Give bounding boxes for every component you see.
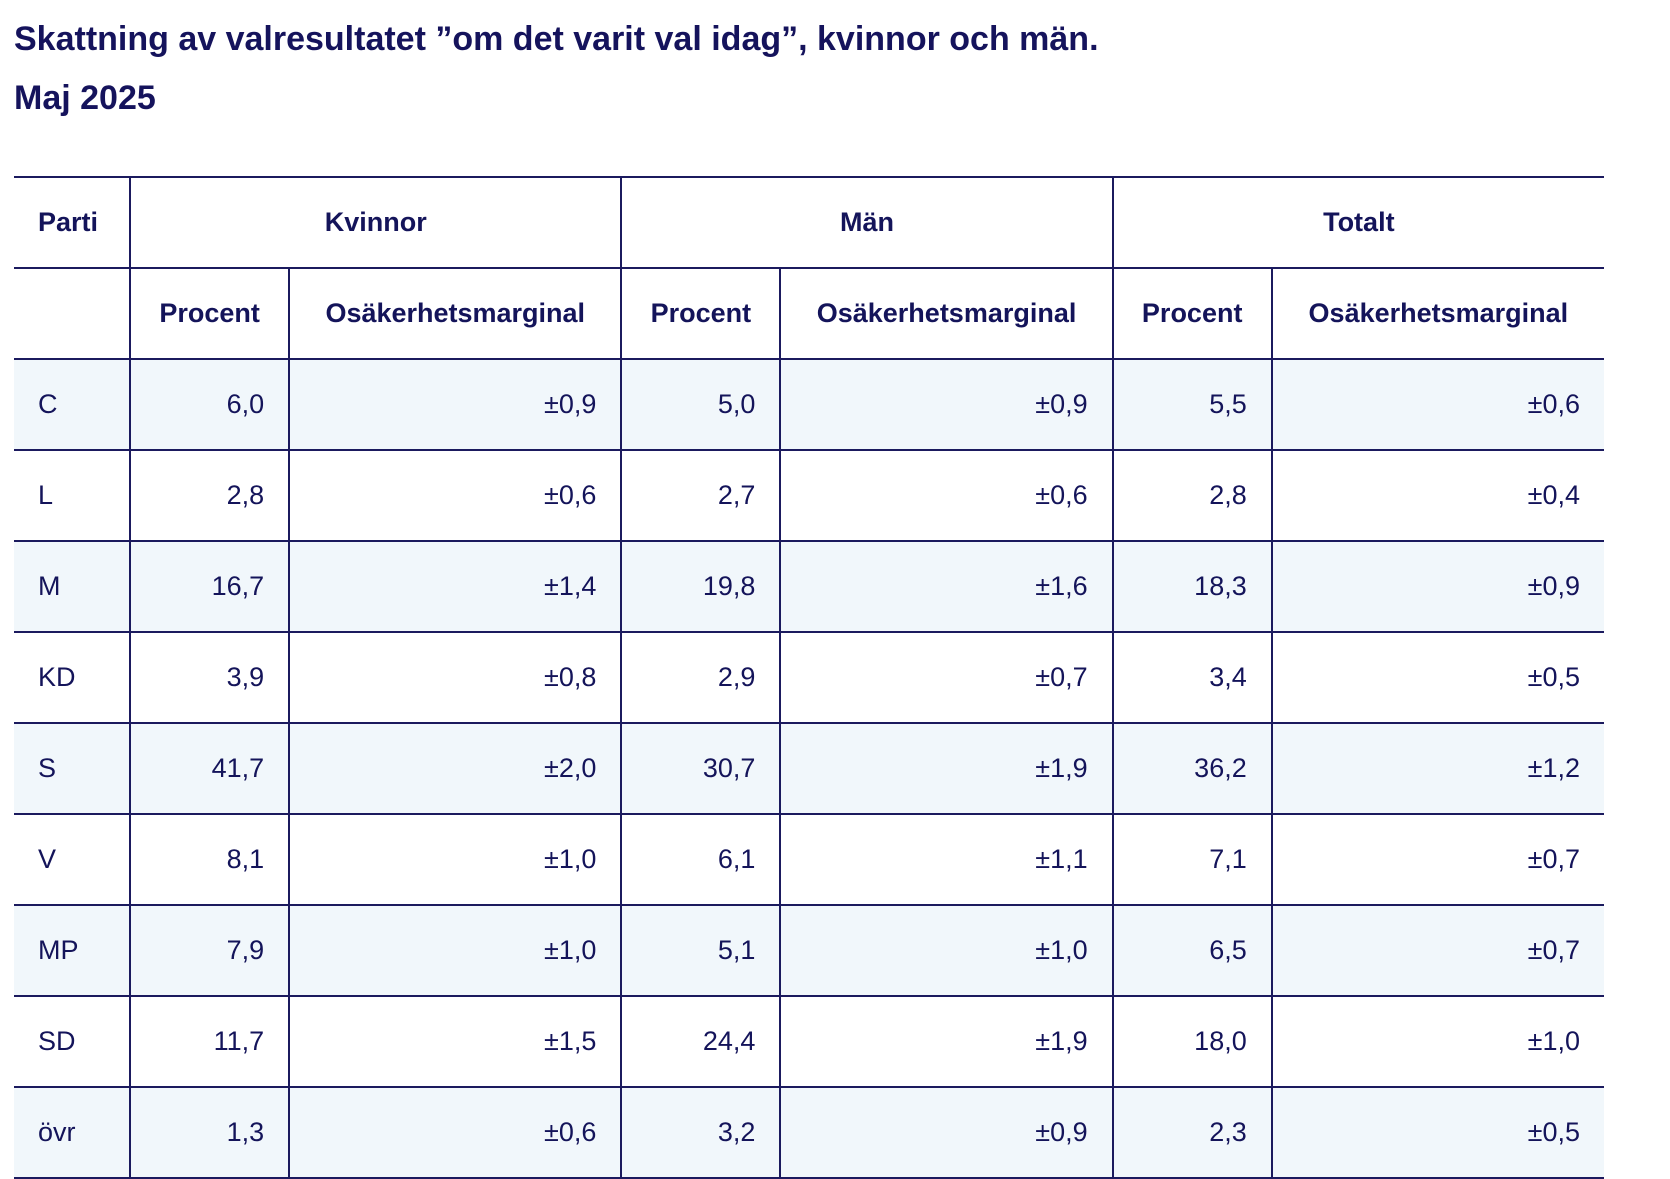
party-cell: V	[14, 813, 132, 906]
procent-man-cell: 5,1	[620, 904, 782, 997]
marginal-man-cell: ±0,6	[779, 449, 1114, 542]
marginal-kvinnor-cell: ±1,5	[288, 995, 623, 1088]
marginal-man-cell: ±0,7	[779, 631, 1114, 724]
table-row: KD 3,9 ±0,8 2,9 ±0,7 3,4 ±0,5	[14, 631, 1604, 724]
marginal-totalt-cell: ±1,2	[1270, 722, 1604, 815]
header-marginal-man: Osäkerhetsmarginal	[779, 267, 1114, 360]
procent-totalt-cell: 7,1	[1111, 813, 1273, 906]
marginal-man-cell: ±1,1	[779, 813, 1114, 906]
procent-man-cell: 19,8	[620, 540, 782, 633]
marginal-man-cell: ±1,9	[779, 722, 1114, 815]
procent-kvinnor-cell: 3,9	[129, 631, 291, 724]
marginal-man-cell: ±1,0	[779, 904, 1114, 997]
party-cell: C	[14, 358, 132, 451]
header-marginal-totalt: Osäkerhetsmarginal	[1270, 267, 1604, 360]
title-line-2: Maj 2025	[14, 79, 156, 117]
header-blank-cell	[14, 267, 132, 360]
party-cell: MP	[14, 904, 132, 997]
table-row: MP 7,9 ±1,0 5,1 ±1,0 6,5 ±0,7	[14, 904, 1604, 997]
procent-totalt-cell: 3,4	[1111, 631, 1273, 724]
procent-totalt-cell: 2,3	[1111, 1086, 1273, 1179]
table-row: övr 1,3 ±0,6 3,2 ±0,9 2,3 ±0,5	[14, 1086, 1604, 1179]
table-row: M 16,7 ±1,4 19,8 ±1,6 18,3 ±0,9	[14, 540, 1604, 633]
table-row: L 2,8 ±0,6 2,7 ±0,6 2,8 ±0,4	[14, 449, 1604, 542]
header-procent-kvinnor: Procent	[129, 267, 291, 360]
procent-kvinnor-cell: 11,7	[129, 995, 291, 1088]
sub-header-row: Procent Osäkerhetsmarginal Procent Osäke…	[14, 267, 1604, 360]
procent-man-cell: 2,7	[620, 449, 782, 542]
procent-man-cell: 24,4	[620, 995, 782, 1088]
party-cell: KD	[14, 631, 132, 724]
party-cell: övr	[14, 1086, 132, 1179]
party-cell: L	[14, 449, 132, 542]
header-kvinnor: Kvinnor	[129, 176, 623, 269]
procent-totalt-cell: 18,0	[1111, 995, 1273, 1088]
marginal-kvinnor-cell: ±1,0	[288, 813, 623, 906]
marginal-totalt-cell: ±0,6	[1270, 358, 1604, 451]
procent-totalt-cell: 2,8	[1111, 449, 1273, 542]
procent-totalt-cell: 5,5	[1111, 358, 1273, 451]
procent-man-cell: 5,0	[620, 358, 782, 451]
table-row: V 8,1 ±1,0 6,1 ±1,1 7,1 ±0,7	[14, 813, 1604, 906]
marginal-totalt-cell: ±0,5	[1270, 1086, 1604, 1179]
table-row: SD 11,7 ±1,5 24,4 ±1,9 18,0 ±1,0	[14, 995, 1604, 1088]
procent-man-cell: 6,1	[620, 813, 782, 906]
title-line-1: Skattning av valresultatet ”om det varit…	[14, 20, 1099, 58]
procent-totalt-cell: 6,5	[1111, 904, 1273, 997]
marginal-totalt-cell: ±0,7	[1270, 904, 1604, 997]
header-procent-totalt: Procent	[1111, 267, 1273, 360]
marginal-totalt-cell: ±0,7	[1270, 813, 1604, 906]
marginal-kvinnor-cell: ±1,0	[288, 904, 623, 997]
table-row: C 6,0 ±0,9 5,0 ±0,9 5,5 ±0,6	[14, 358, 1604, 451]
group-header-row: Parti Kvinnor Män Totalt	[14, 176, 1604, 269]
procent-kvinnor-cell: 7,9	[129, 904, 291, 997]
procent-totalt-cell: 36,2	[1111, 722, 1273, 815]
table-body: C 6,0 ±0,9 5,0 ±0,9 5,5 ±0,6 L 2,8 ±0,6 2,7 ±0,6 2,8…	[14, 358, 1604, 1179]
header-man: Män	[620, 176, 1114, 269]
procent-man-cell: 30,7	[620, 722, 782, 815]
marginal-totalt-cell: ±0,5	[1270, 631, 1604, 724]
procent-kvinnor-cell: 16,7	[129, 540, 291, 633]
party-cell: SD	[14, 995, 132, 1088]
marginal-totalt-cell: ±0,4	[1270, 449, 1604, 542]
page-title: Skattning av valresultatet ”om det varit…	[14, 10, 1099, 128]
marginal-kvinnor-cell: ±0,6	[288, 449, 623, 542]
header-marginal-kvinnor: Osäkerhetsmarginal	[288, 267, 623, 360]
marginal-man-cell: ±0,9	[779, 358, 1114, 451]
marginal-kvinnor-cell: ±1,4	[288, 540, 623, 633]
header-procent-man: Procent	[620, 267, 782, 360]
table-row: S 41,7 ±2,0 30,7 ±1,9 36,2 ±1,2	[14, 722, 1604, 815]
party-cell: S	[14, 722, 132, 815]
party-cell: M	[14, 540, 132, 633]
marginal-kvinnor-cell: ±0,8	[288, 631, 623, 724]
header-parti: Parti	[14, 176, 132, 269]
marginal-totalt-cell: ±1,0	[1270, 995, 1604, 1088]
marginal-man-cell: ±1,6	[779, 540, 1114, 633]
marginal-kvinnor-cell: ±2,0	[288, 722, 623, 815]
marginal-totalt-cell: ±0,9	[1270, 540, 1604, 633]
results-table: Parti Kvinnor Män Totalt Procent Osäkerh…	[14, 176, 1604, 1179]
procent-kvinnor-cell: 41,7	[129, 722, 291, 815]
marginal-man-cell: ±0,9	[779, 1086, 1114, 1179]
marginal-kvinnor-cell: ±0,6	[288, 1086, 623, 1179]
procent-kvinnor-cell: 6,0	[129, 358, 291, 451]
header-totalt: Totalt	[1111, 176, 1604, 269]
procent-kvinnor-cell: 1,3	[129, 1086, 291, 1179]
marginal-kvinnor-cell: ±0,9	[288, 358, 623, 451]
procent-man-cell: 3,2	[620, 1086, 782, 1179]
procent-man-cell: 2,9	[620, 631, 782, 724]
procent-totalt-cell: 18,3	[1111, 540, 1273, 633]
marginal-man-cell: ±1,9	[779, 995, 1114, 1088]
procent-kvinnor-cell: 8,1	[129, 813, 291, 906]
procent-kvinnor-cell: 2,8	[129, 449, 291, 542]
